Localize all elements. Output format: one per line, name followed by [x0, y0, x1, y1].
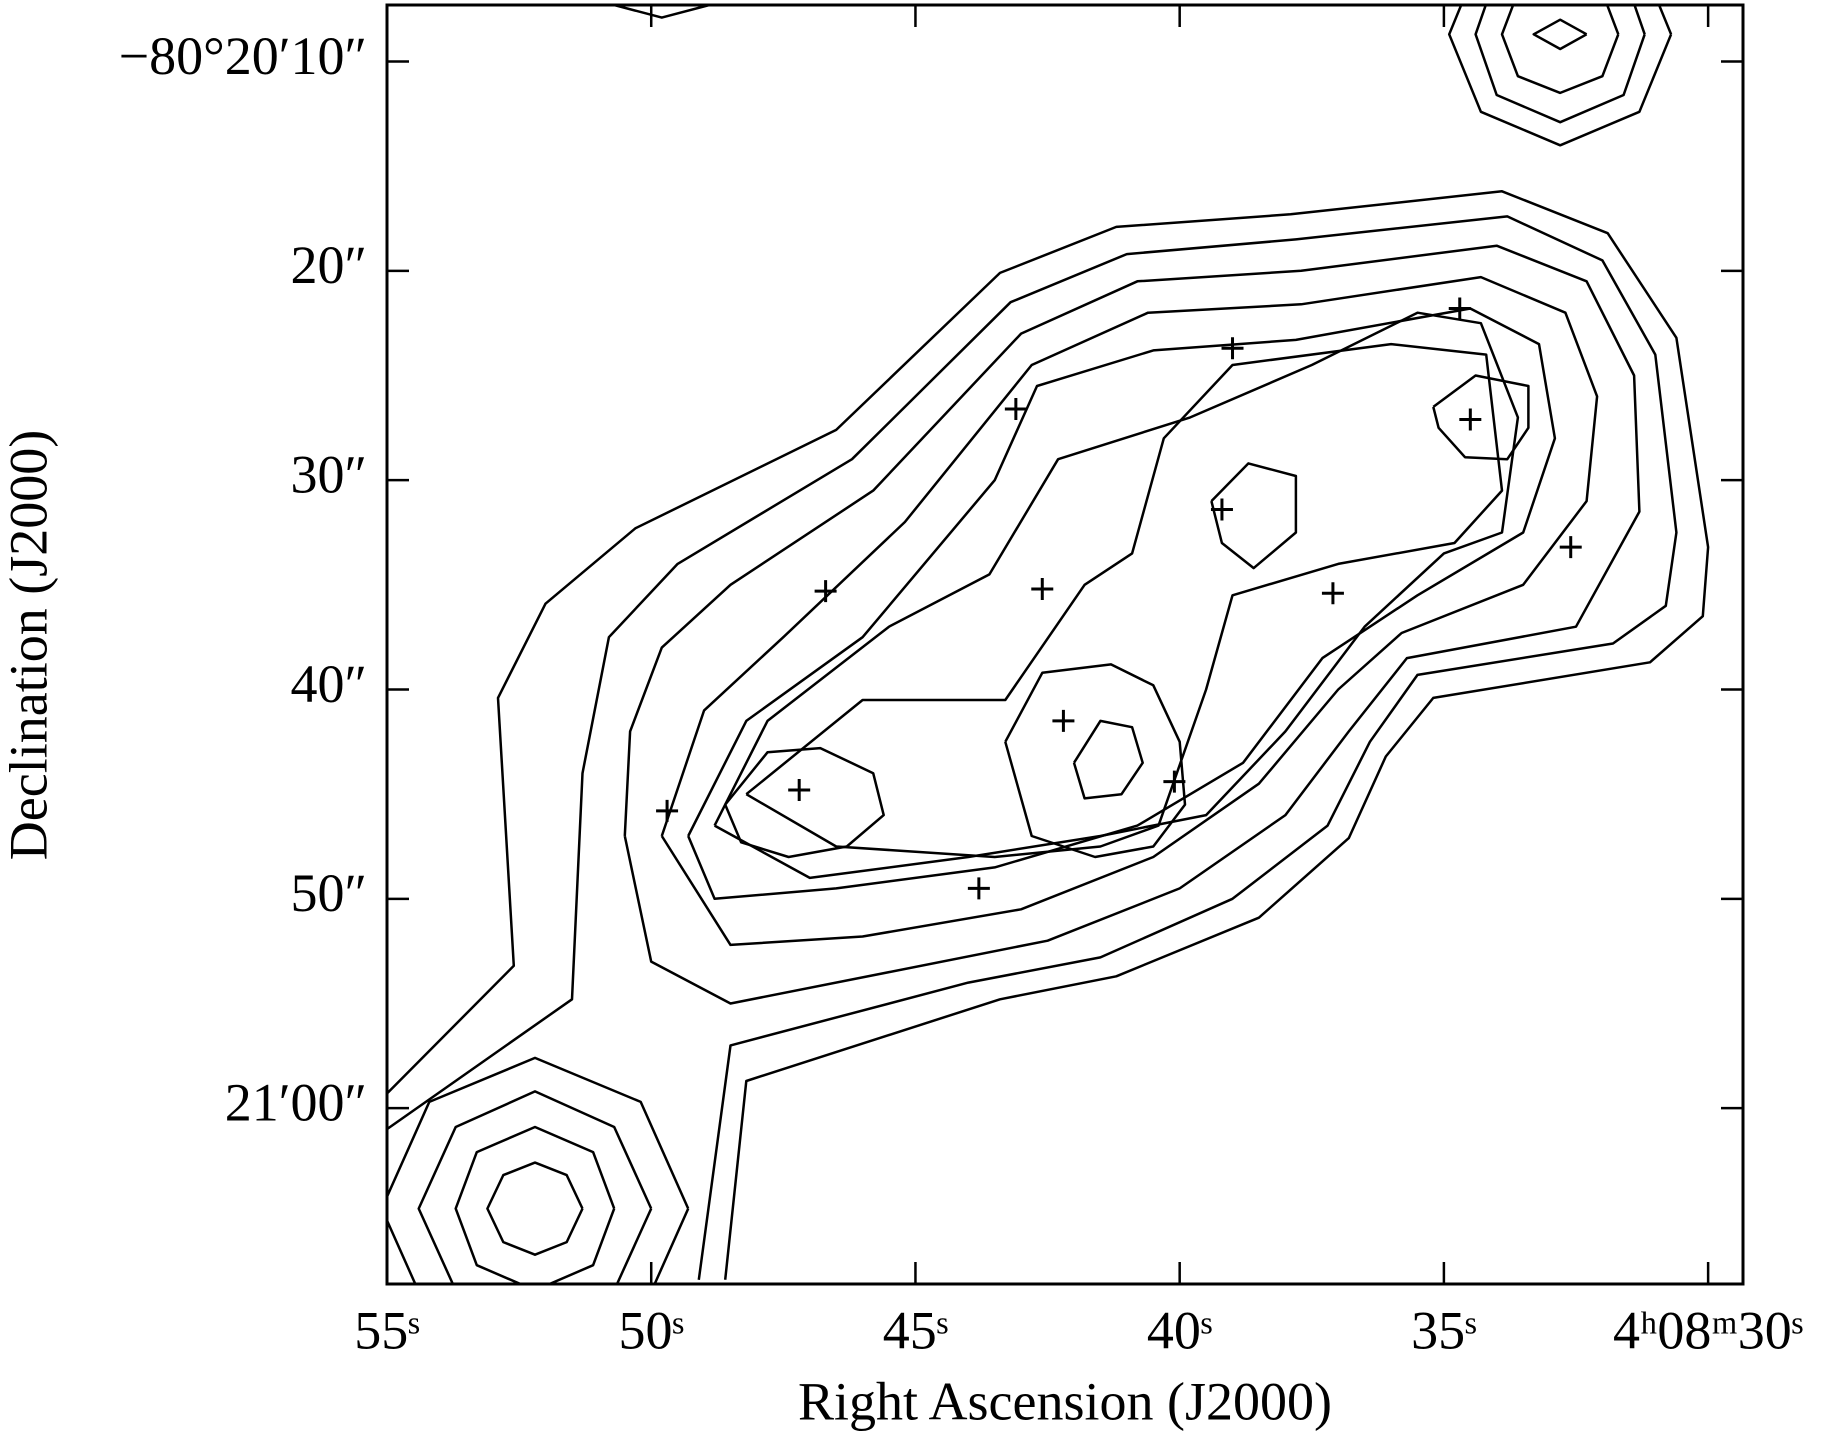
- contour-line: [1072, 719, 1144, 800]
- source-marker: [1559, 536, 1582, 559]
- contour-line: [660, 275, 1599, 947]
- x-tick-label: 40ˢ: [1147, 1300, 1212, 1360]
- source-marker: [1052, 709, 1075, 732]
- source-marker: [1459, 408, 1482, 431]
- source-marker: [656, 799, 679, 822]
- x-tick-label: 55ˢ: [354, 1300, 419, 1360]
- x-tick-label: 35ˢ: [1411, 1300, 1476, 1360]
- contour-line: [724, 746, 885, 859]
- y-tick-label: 20″: [291, 235, 368, 295]
- contour-line: [417, 1090, 653, 1284]
- contour-line: [1432, 374, 1530, 461]
- contour-line: [623, 244, 1641, 1005]
- source-marker: [1004, 398, 1027, 421]
- contour-line: [1474, 5, 1646, 124]
- contour-line: [387, 190, 1710, 1280]
- x-axis-label: Right Ascension (J2000): [798, 1371, 1332, 1431]
- contour-line: [713, 311, 1520, 880]
- source-marker: [1210, 498, 1233, 521]
- contour-line: [1210, 462, 1298, 570]
- y-tick-label: 50″: [291, 863, 368, 923]
- contour-line: [687, 307, 1557, 901]
- contour-line: [454, 1125, 616, 1284]
- source-marker: [1221, 337, 1244, 360]
- x-tick-label: 50ˢ: [618, 1300, 683, 1360]
- contour-line: [1532, 18, 1588, 51]
- contour-line: [387, 215, 1678, 1280]
- contour-line: [387, 1056, 690, 1284]
- source-marker: [1031, 578, 1054, 601]
- contour-line: [1500, 5, 1620, 95]
- contour-line: [745, 342, 1504, 859]
- y-tick-label: 30″: [291, 445, 368, 505]
- source-marker: [1448, 297, 1471, 320]
- source-marker: [967, 877, 990, 900]
- contour-line: [613, 5, 710, 19]
- contour-layer: [387, 5, 1710, 1284]
- y-axis-label: Declination (J2000): [0, 430, 58, 860]
- x-tick-label: 4ʰ08ᵐ30ˢ: [1613, 1300, 1803, 1360]
- contour-line: [1447, 5, 1673, 147]
- plot-frame: [385, 3, 1745, 1286]
- x-tick-label: 45ˢ: [883, 1300, 948, 1360]
- source-marker: [788, 778, 811, 801]
- source-marker: [1321, 582, 1344, 605]
- contour-line: [1004, 663, 1187, 859]
- y-tick-label: −80°20′10″: [119, 26, 367, 86]
- source-marker: [814, 580, 837, 603]
- y-tick-label: 21′00″: [225, 1073, 367, 1133]
- contour-line: [486, 1161, 584, 1256]
- source-marker: [1163, 770, 1186, 793]
- y-tick-label: 40″: [291, 654, 368, 714]
